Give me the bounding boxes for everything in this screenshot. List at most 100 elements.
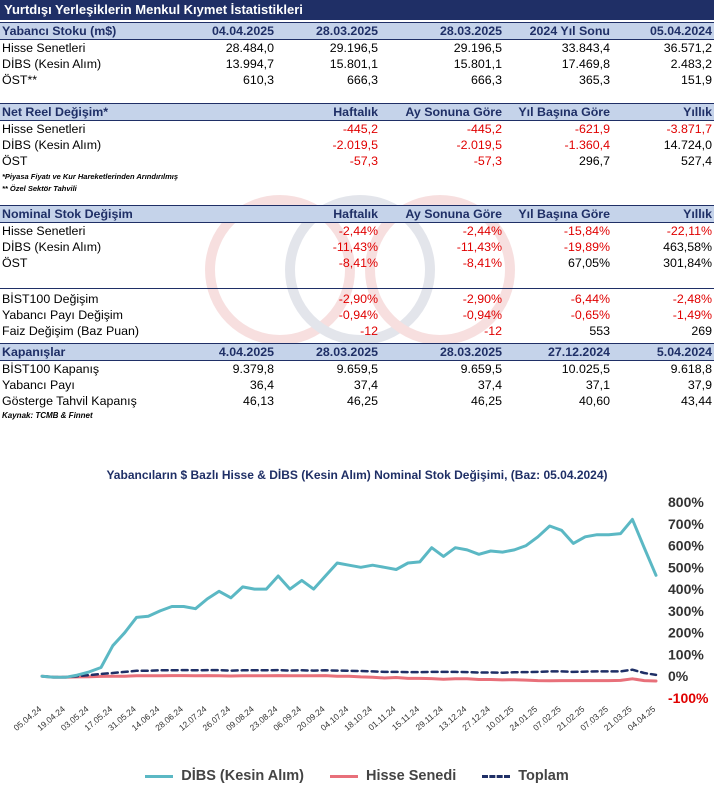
series-line-2 bbox=[40, 668, 658, 679]
cell-value: 46,25 bbox=[470, 394, 502, 408]
table-row: DİBS (Kesin Alım) -2.019,5 -2.019,5 -1.3… bbox=[0, 137, 714, 153]
cell-value: 9.618,8 bbox=[670, 362, 712, 376]
table-row: ÖST -57,3 -57,3 296,7 527,4 bbox=[0, 153, 714, 169]
column-header: Yıl Başına Göre bbox=[504, 103, 612, 121]
series-line-0 bbox=[40, 517, 658, 679]
watermark-logo bbox=[205, 195, 515, 345]
table-row: BİST100 Değişim -2,90% -2,90% -6,44% -2,… bbox=[0, 291, 714, 307]
cell-value: 17.469,8 bbox=[561, 57, 610, 71]
cell-value: -3.871,7 bbox=[666, 122, 712, 136]
cell-value: 666,3 bbox=[346, 73, 378, 87]
cell-value: -1.360,4 bbox=[564, 138, 610, 152]
column-header: 27.12.2024 bbox=[504, 343, 612, 361]
legend-swatch bbox=[145, 774, 174, 778]
cell-value: 36.571,2 bbox=[663, 41, 712, 55]
table-row: Yabancı Payı 36,4 37,4 37,4 37,1 37,9 bbox=[0, 377, 714, 393]
cell-value: -445,2 bbox=[342, 122, 378, 136]
cell-value: 37,4 bbox=[353, 378, 378, 392]
cell-value: -19,89% bbox=[563, 240, 610, 254]
stock-header-date: 05.04.2024 bbox=[612, 22, 714, 40]
cell-value: -2,44% bbox=[338, 224, 378, 238]
line-chart: -100%0%100%200%300%400%500%600%700%800%0… bbox=[12, 494, 710, 733]
cell-value: 15.801,1 bbox=[329, 57, 378, 71]
nominal-table: Nominal Stok Değişim Haftalık Ay Sonuna … bbox=[0, 205, 714, 271]
cell-value: -12 bbox=[360, 324, 378, 338]
row-label: Gösterge Tahvil Kapanış bbox=[2, 394, 137, 408]
y-tick-label: 0% bbox=[668, 668, 689, 684]
column-header: Yıl Başına Göre bbox=[504, 205, 612, 223]
y-tick-label: 200% bbox=[668, 625, 704, 641]
y-tick-label: -100% bbox=[668, 690, 709, 706]
table-row: ÖST** 610,3 666,3 666,3 365,3 151,9 bbox=[0, 72, 714, 88]
column-header: 4.04.2025 bbox=[186, 343, 276, 361]
cell-value: -0,65% bbox=[570, 308, 610, 322]
stock-header-date: 04.04.2025 bbox=[186, 22, 276, 40]
cell-value: -1,49% bbox=[672, 308, 712, 322]
row-label: Yabancı Payı bbox=[2, 378, 75, 392]
stock-header-label: Yabancı Stoku (m$) bbox=[0, 22, 186, 40]
cell-value: 15.801,1 bbox=[453, 57, 502, 71]
series-line-1 bbox=[40, 674, 658, 683]
column-header: 5.04.2024 bbox=[612, 343, 714, 361]
cell-value: 13.994,7 bbox=[225, 57, 274, 71]
table-row: ÖST -8,41% -8,41% 67,05% 301,84% bbox=[0, 255, 714, 271]
source-note: Kaynak: TCMB & Finnet bbox=[2, 411, 93, 420]
row-label: ÖST bbox=[2, 256, 28, 270]
cell-value: 36,4 bbox=[249, 378, 274, 392]
legend-swatch bbox=[482, 774, 511, 778]
cell-value: 28.484,0 bbox=[225, 41, 274, 55]
row-label: BİST100 Kapanış bbox=[2, 362, 100, 376]
cell-value: 43,44 bbox=[680, 394, 712, 408]
cell-value: 151,9 bbox=[680, 73, 712, 87]
stock-header-date: 28.03.2025 bbox=[380, 22, 504, 40]
cell-value: -57,3 bbox=[473, 154, 502, 168]
table-row: Faiz Değişim (Baz Puan) -12 -12 553 269 bbox=[0, 323, 714, 339]
stock-header-date: 28.03.2025 bbox=[276, 22, 380, 40]
y-tick-label: 100% bbox=[668, 646, 704, 662]
cell-value: -2,44% bbox=[462, 224, 502, 238]
cell-value: 29.196,5 bbox=[329, 41, 378, 55]
cell-value: -2,90% bbox=[338, 292, 378, 306]
cell-value: -11,43% bbox=[456, 240, 502, 254]
column-header: 28.03.2025 bbox=[276, 343, 380, 361]
cell-value: 37,9 bbox=[687, 378, 712, 392]
closing-table: Kapanışlar 4.04.2025 28.03.2025 28.03.20… bbox=[0, 343, 714, 409]
cell-value: 296,7 bbox=[578, 154, 610, 168]
cell-value: 269 bbox=[691, 324, 712, 338]
chart-legend: DİBS (Kesin Alım) Hisse Senedi Toplam bbox=[0, 768, 714, 784]
row-label: Hisse Senetleri bbox=[2, 41, 86, 55]
table-row: Gösterge Tahvil Kapanış 46,13 46,25 46,2… bbox=[0, 393, 714, 409]
cell-value: -2.019,5 bbox=[332, 138, 378, 152]
stock-table: Yabancı Stoku (m$) 04.04.2025 28.03.2025… bbox=[0, 22, 714, 88]
cell-value: 666,3 bbox=[470, 73, 502, 87]
cell-value: -15,84% bbox=[563, 224, 610, 238]
cell-value: 9.379,8 bbox=[232, 362, 274, 376]
table-row: Hisse Senetleri -2,44% -2,44% -15,84% -2… bbox=[0, 223, 714, 240]
row-label: Faiz Değişim (Baz Puan) bbox=[2, 324, 140, 338]
net-real-table: Net Reel Değişim* Haftalık Ay Sonuna Gör… bbox=[0, 103, 714, 169]
row-label: DİBS (Kesin Alım) bbox=[2, 138, 102, 152]
table-row: Yabancı Payı Değişim -0,94% -0,94% -0,65… bbox=[0, 307, 714, 323]
row-label: Yabancı Payı Değişim bbox=[2, 308, 123, 322]
cell-value: -445,2 bbox=[466, 122, 502, 136]
cell-value: -2,48% bbox=[672, 292, 712, 306]
column-header: Ay Sonuna Göre bbox=[380, 103, 504, 121]
row-label: ÖST bbox=[2, 154, 28, 168]
legend-item: DİBS (Kesin Alım) bbox=[145, 768, 304, 784]
y-tick-label: 500% bbox=[668, 559, 704, 575]
table-row: Hisse Senetleri -445,2 -445,2 -621,9 -3.… bbox=[0, 121, 714, 138]
net-real-header-label: Net Reel Değişim* bbox=[0, 103, 186, 121]
closing-header-label: Kapanışlar bbox=[0, 343, 186, 361]
row-label: BİST100 Değişim bbox=[2, 292, 99, 306]
page-title: Yurtdışı Yerleşiklerin Menkul Kıymet İst… bbox=[0, 0, 714, 20]
row-label: Hisse Senetleri bbox=[2, 122, 86, 136]
footnote: ** Özel Sektör Tahvili bbox=[2, 184, 77, 193]
row-label: Hisse Senetleri bbox=[2, 224, 86, 238]
cell-value: 301,84% bbox=[663, 256, 712, 270]
column-header: 28.03.2025 bbox=[380, 343, 504, 361]
cell-value: 9.659,5 bbox=[460, 362, 502, 376]
cell-value: 463,58% bbox=[663, 240, 712, 254]
closing-header-row: Kapanışlar 4.04.2025 28.03.2025 28.03.20… bbox=[0, 343, 714, 361]
chart-title: Yabancıların $ Bazlı Hisse & DİBS (Kesin… bbox=[106, 468, 608, 482]
y-tick-label: 800% bbox=[668, 494, 704, 510]
